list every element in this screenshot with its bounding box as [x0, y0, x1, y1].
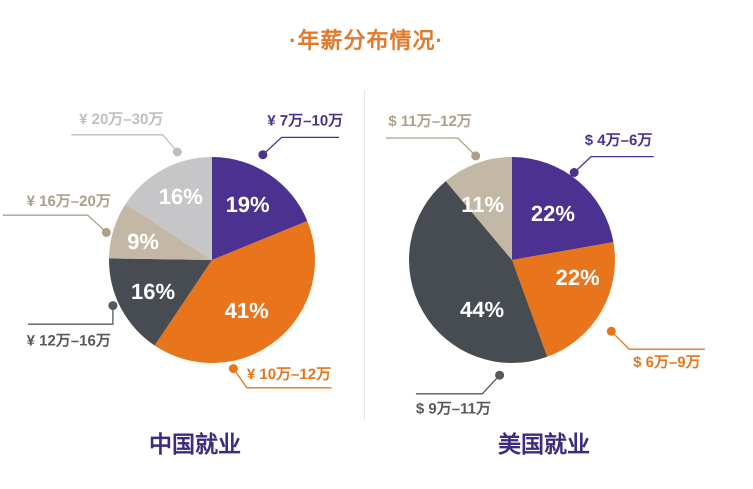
- svg-text:$ 9万–11万: $ 9万–11万: [416, 401, 491, 418]
- svg-text:19%: 19%: [226, 192, 270, 217]
- svg-text:$ 6万–9万: $ 6万–9万: [633, 354, 701, 371]
- svg-text:¥ 7万–10万: ¥ 7万–10万: [267, 112, 343, 129]
- svg-text:$ 11万–12万: $ 11万–12万: [388, 113, 471, 130]
- svg-text:44%: 44%: [460, 297, 504, 322]
- svg-text:16%: 16%: [131, 279, 175, 304]
- svg-text:41%: 41%: [225, 298, 269, 323]
- svg-text:¥ 20万–30万: ¥ 20万–30万: [79, 111, 163, 128]
- svg-text:¥ 10万–12万: ¥ 10万–12万: [247, 366, 331, 383]
- svg-text:¥ 16万–20万: ¥ 16万–20万: [27, 193, 111, 210]
- svg-text:16%: 16%: [159, 184, 203, 209]
- svg-text:22%: 22%: [531, 201, 575, 226]
- svg-text:22%: 22%: [556, 265, 600, 290]
- svg-text:9%: 9%: [127, 229, 159, 254]
- svg-text:$ 4万–6万: $ 4万–6万: [585, 132, 653, 149]
- svg-text:¥ 12万–16万: ¥ 12万–16万: [27, 332, 111, 349]
- svg-text:11%: 11%: [461, 192, 504, 217]
